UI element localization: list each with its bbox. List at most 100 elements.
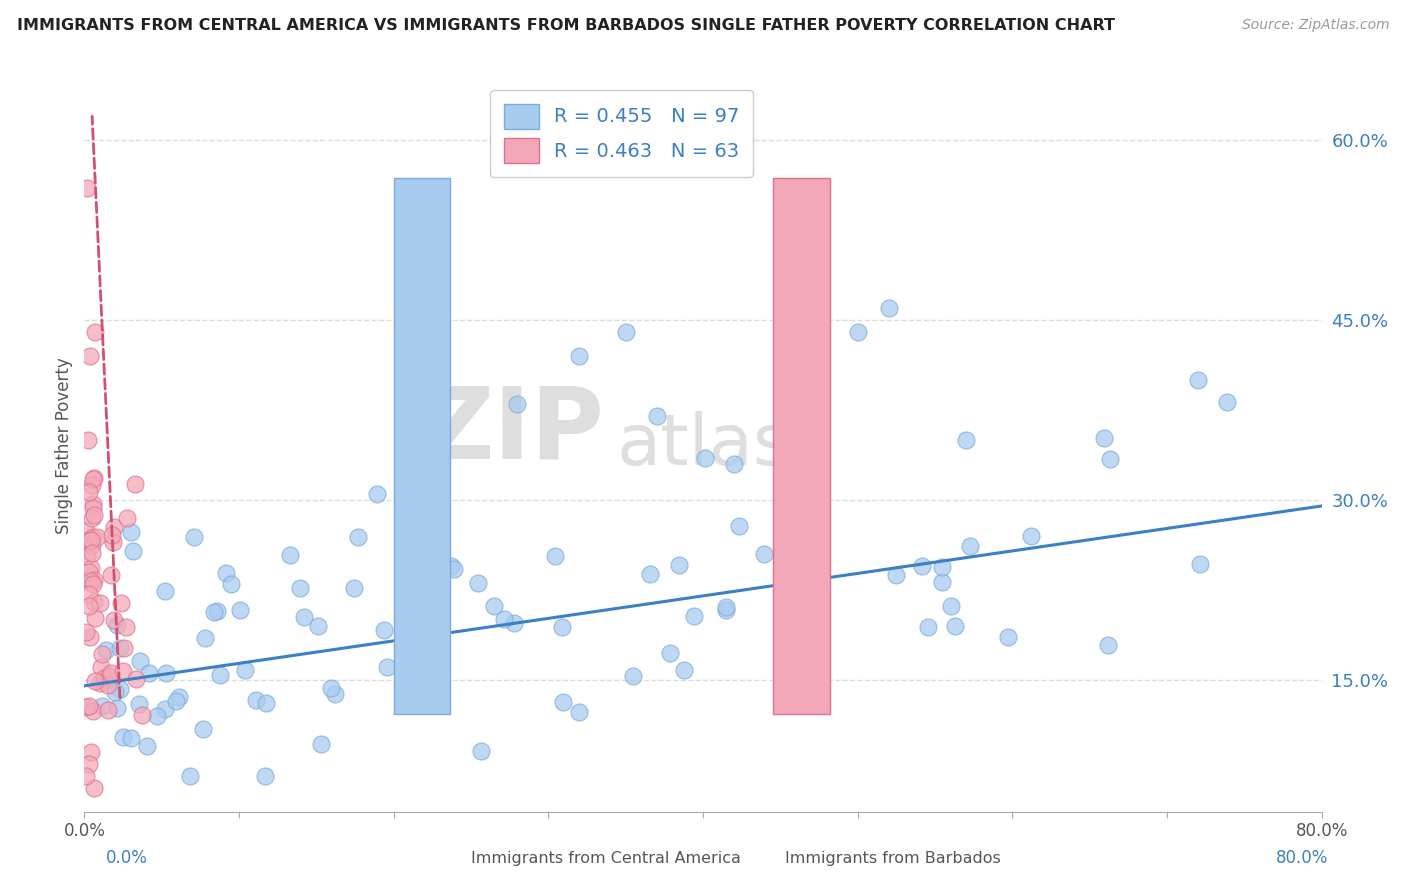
Point [79,532,101,546]
Point [319,681,342,696]
Point [911,558,934,573]
Point [209,668,232,682]
Point [254,696,277,710]
Text: Immigrants from Barbados: Immigrants from Barbados [785,851,1000,865]
Point [693,450,716,465]
Point [120,524,142,539]
Legend: R = 0.455   N = 97, R = 0.463   N = 63: R = 0.455 N = 97, R = 0.463 N = 63 [491,90,754,177]
Point [373,623,395,637]
Point [128,697,150,711]
Point [77,433,100,447]
Point [939,599,962,613]
Point [1019,529,1042,543]
Point [1098,451,1121,466]
Point [75,624,97,639]
Point [727,519,749,533]
Point [1097,638,1119,652]
Point [83,780,105,795]
Point [191,722,214,736]
Point [89,675,111,690]
Point [194,632,217,646]
Point [153,702,176,716]
Point [205,604,228,618]
Point [79,533,101,548]
Point [76,549,98,563]
Point [396,673,419,687]
Point [105,701,128,715]
Point [82,577,104,591]
Point [426,620,449,634]
Point [846,325,869,339]
Point [943,619,966,633]
Point [112,664,135,678]
Point [568,349,591,363]
Text: ZIP: ZIP [422,383,605,480]
Point [492,612,515,626]
Point [503,615,526,630]
Point [75,524,97,539]
Point [77,485,100,500]
Point [79,630,101,644]
Point [82,704,104,718]
Point [82,472,104,486]
Point [83,471,105,485]
Point [121,544,143,558]
Point [506,397,529,411]
Point [82,500,104,515]
Point [80,538,103,552]
Point [673,663,696,677]
Point [77,587,100,601]
Point [997,630,1019,644]
Point [98,669,121,683]
Point [129,654,152,668]
Point [112,641,135,656]
Point [75,769,97,783]
Point [292,610,315,624]
Point [215,566,238,580]
Point [82,546,104,560]
Point [115,619,138,633]
Point [229,603,252,617]
Point [155,665,177,680]
Point [166,694,188,708]
Point [955,433,977,447]
Point [104,685,127,699]
Point [83,508,105,523]
Y-axis label: Single Father Poverty: Single Father Poverty [55,358,73,534]
Point [75,700,97,714]
Text: IMMIGRANTS FROM CENTRAL AMERICA VS IMMIGRANTS FROM BARBADOS SINGLE FATHER POVERT: IMMIGRANTS FROM CENTRAL AMERICA VS IMMIG… [17,18,1115,33]
Point [253,769,276,783]
Point [82,530,104,544]
Point [125,672,148,686]
Point [111,730,134,744]
Point [96,703,118,717]
Point [233,663,256,677]
Point [638,567,661,582]
Point [108,641,131,656]
Point [90,647,112,661]
Text: atlas: atlas [616,411,790,481]
Point [103,613,125,627]
Point [347,530,370,544]
Point [94,642,117,657]
Point [101,528,124,542]
Point [309,737,332,751]
Point [138,665,160,680]
Point [204,605,226,619]
Point [80,574,103,588]
Point [80,511,103,525]
Point [931,560,953,574]
Point [440,558,463,573]
Point [84,673,107,688]
Point [115,510,138,524]
Point [83,595,105,609]
Point [84,611,107,625]
Text: Source: ZipAtlas.com: Source: ZipAtlas.com [1241,18,1389,32]
Point [245,693,267,707]
Point [135,739,157,753]
Point [179,769,201,783]
Point [84,325,107,339]
Point [543,549,565,564]
Point [100,568,122,582]
Point [366,487,388,501]
